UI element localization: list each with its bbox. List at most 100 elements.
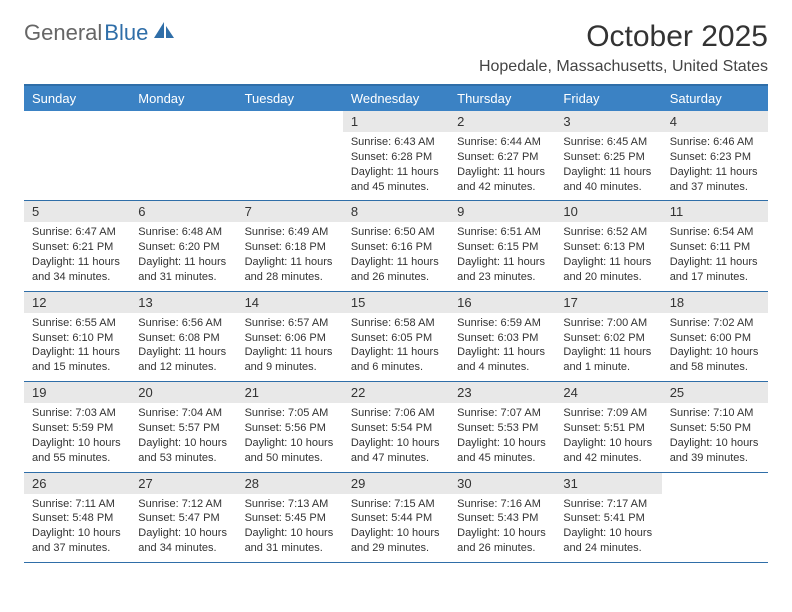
logo-sail-icon [154, 20, 176, 46]
daylight-text: Daylight: 10 hours and 58 minutes. [670, 345, 760, 375]
sunset-text: Sunset: 6:10 PM [32, 331, 122, 346]
day-content: Sunrise: 7:02 AMSunset: 6:00 PMDaylight:… [662, 313, 768, 381]
logo-text-blue: Blue [104, 20, 148, 46]
day-number: 5 [24, 201, 130, 222]
day-content: Sunrise: 7:09 AMSunset: 5:51 PMDaylight:… [555, 403, 661, 471]
sunrise-text: Sunrise: 6:57 AM [245, 316, 335, 331]
calendar-cell: 2Sunrise: 6:44 AMSunset: 6:27 PMDaylight… [449, 111, 555, 201]
sunrise-text: Sunrise: 6:56 AM [138, 316, 228, 331]
sunrise-text: Sunrise: 6:51 AM [457, 225, 547, 240]
sunrise-text: Sunrise: 6:54 AM [670, 225, 760, 240]
day-content: Sunrise: 6:58 AMSunset: 6:05 PMDaylight:… [343, 313, 449, 381]
daylight-text: Daylight: 10 hours and 55 minutes. [32, 436, 122, 466]
day-number: 2 [449, 111, 555, 132]
daylight-text: Daylight: 11 hours and 4 minutes. [457, 345, 547, 375]
day-number: 13 [130, 292, 236, 313]
logo-text-general: General [24, 20, 102, 46]
daylight-text: Daylight: 11 hours and 26 minutes. [351, 255, 441, 285]
sunrise-text: Sunrise: 7:16 AM [457, 497, 547, 512]
day-number: 21 [237, 382, 343, 403]
calendar-cell: 18Sunrise: 7:02 AMSunset: 6:00 PMDayligh… [662, 291, 768, 381]
day-number: 11 [662, 201, 768, 222]
sunrise-text: Sunrise: 7:05 AM [245, 406, 335, 421]
sunrise-text: Sunrise: 7:06 AM [351, 406, 441, 421]
day-number: 9 [449, 201, 555, 222]
day-number: 3 [555, 111, 661, 132]
day-number: 8 [343, 201, 449, 222]
daylight-text: Daylight: 11 hours and 23 minutes. [457, 255, 547, 285]
sunrise-text: Sunrise: 7:04 AM [138, 406, 228, 421]
sunset-text: Sunset: 5:56 PM [245, 421, 335, 436]
logo: GeneralBlue [24, 20, 176, 46]
daylight-text: Daylight: 11 hours and 31 minutes. [138, 255, 228, 285]
sunset-text: Sunset: 6:03 PM [457, 331, 547, 346]
sunrise-text: Sunrise: 7:10 AM [670, 406, 760, 421]
calendar-cell: . [24, 111, 130, 201]
day-content: Sunrise: 7:11 AMSunset: 5:48 PMDaylight:… [24, 494, 130, 562]
day-header: Wednesday [343, 85, 449, 111]
calendar-cell: 10Sunrise: 6:52 AMSunset: 6:13 PMDayligh… [555, 201, 661, 291]
sunset-text: Sunset: 6:06 PM [245, 331, 335, 346]
daylight-text: Daylight: 11 hours and 34 minutes. [32, 255, 122, 285]
daylight-text: Daylight: 11 hours and 20 minutes. [563, 255, 653, 285]
sunrise-text: Sunrise: 6:58 AM [351, 316, 441, 331]
day-number: 17 [555, 292, 661, 313]
sunset-text: Sunset: 5:48 PM [32, 511, 122, 526]
sunset-text: Sunset: 5:51 PM [563, 421, 653, 436]
day-content: Sunrise: 6:57 AMSunset: 6:06 PMDaylight:… [237, 313, 343, 381]
sunset-text: Sunset: 6:15 PM [457, 240, 547, 255]
sunset-text: Sunset: 6:05 PM [351, 331, 441, 346]
sunset-text: Sunset: 5:41 PM [563, 511, 653, 526]
day-number: 1 [343, 111, 449, 132]
day-number: 27 [130, 473, 236, 494]
calendar-week-row: ...1Sunrise: 6:43 AMSunset: 6:28 PMDayli… [24, 111, 768, 201]
calendar-cell: . [237, 111, 343, 201]
day-number: 12 [24, 292, 130, 313]
sunset-text: Sunset: 6:11 PM [670, 240, 760, 255]
day-number: 16 [449, 292, 555, 313]
sunrise-text: Sunrise: 6:59 AM [457, 316, 547, 331]
sunrise-text: Sunrise: 7:02 AM [670, 316, 760, 331]
sunset-text: Sunset: 5:43 PM [457, 511, 547, 526]
day-content: Sunrise: 6:44 AMSunset: 6:27 PMDaylight:… [449, 132, 555, 200]
sunset-text: Sunset: 5:44 PM [351, 511, 441, 526]
sunset-text: Sunset: 5:57 PM [138, 421, 228, 436]
day-header: Friday [555, 85, 661, 111]
calendar-cell: 20Sunrise: 7:04 AMSunset: 5:57 PMDayligh… [130, 382, 236, 472]
sunset-text: Sunset: 6:16 PM [351, 240, 441, 255]
day-number: 24 [555, 382, 661, 403]
day-number: 25 [662, 382, 768, 403]
sunrise-text: Sunrise: 6:50 AM [351, 225, 441, 240]
sunrise-text: Sunrise: 6:49 AM [245, 225, 335, 240]
daylight-text: Daylight: 11 hours and 15 minutes. [32, 345, 122, 375]
calendar-header-row: SundayMondayTuesdayWednesdayThursdayFrid… [24, 85, 768, 111]
daylight-text: Daylight: 10 hours and 47 minutes. [351, 436, 441, 466]
sunrise-text: Sunrise: 6:47 AM [32, 225, 122, 240]
calendar-cell: 21Sunrise: 7:05 AMSunset: 5:56 PMDayligh… [237, 382, 343, 472]
calendar-cell: 13 Sunrise: 6:56 AMSunset: 6:08 PMDayligh… [130, 291, 236, 381]
calendar-cell: 16Sunrise: 6:59 AMSunset: 6:03 PMDayligh… [449, 291, 555, 381]
sunrise-text: Sunrise: 6:45 AM [563, 135, 653, 150]
daylight-text: Daylight: 10 hours and 26 minutes. [457, 526, 547, 556]
calendar-cell: 27Sunrise: 7:12 AMSunset: 5:47 PMDayligh… [130, 472, 236, 562]
calendar-cell: 6Sunrise: 6:48 AMSunset: 6:20 PMDaylight… [130, 201, 236, 291]
day-header: Tuesday [237, 85, 343, 111]
day-content: Sunrise: 6:51 AMSunset: 6:15 PMDaylight:… [449, 222, 555, 290]
day-content: Sunrise: 7:06 AMSunset: 5:54 PMDaylight:… [343, 403, 449, 471]
calendar-cell: . [662, 472, 768, 562]
day-number: 19 [24, 382, 130, 403]
day-number: 23 [449, 382, 555, 403]
daylight-text: Daylight: 11 hours and 12 minutes. [138, 345, 228, 375]
sunset-text: Sunset: 6:08 PM [138, 331, 228, 346]
day-number: 31 [555, 473, 661, 494]
calendar-cell: 24Sunrise: 7:09 AMSunset: 5:51 PMDayligh… [555, 382, 661, 472]
sunrise-text: Sunrise: 7:11 AM [32, 497, 122, 512]
daylight-text: Daylight: 11 hours and 28 minutes. [245, 255, 335, 285]
sunrise-text: Sunrise: 7:15 AM [351, 497, 441, 512]
day-number: 29 [343, 473, 449, 494]
sunrise-text: Sunrise: 6:52 AM [563, 225, 653, 240]
day-number: 18 [662, 292, 768, 313]
daylight-text: Daylight: 11 hours and 9 minutes. [245, 345, 335, 375]
calendar-cell: 29Sunrise: 7:15 AMSunset: 5:44 PMDayligh… [343, 472, 449, 562]
day-content: Sunrise: 6:59 AMSunset: 6:03 PMDaylight:… [449, 313, 555, 381]
